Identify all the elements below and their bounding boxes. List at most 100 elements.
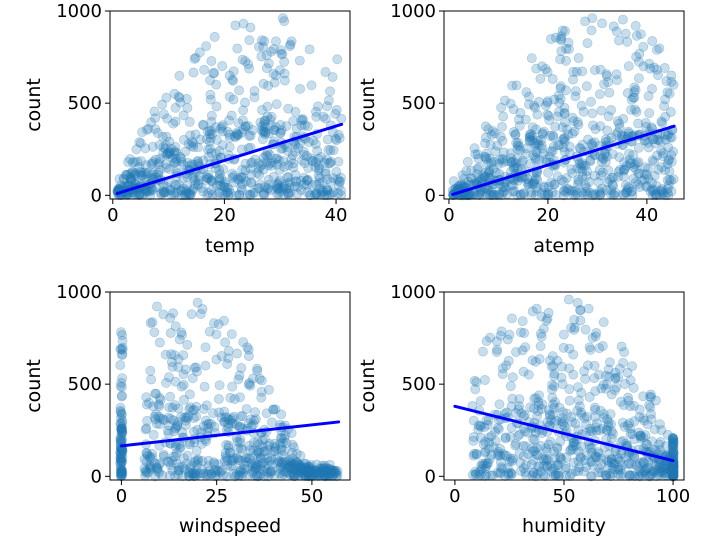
scatter-point	[206, 185, 217, 196]
scatter-point	[614, 35, 624, 46]
scatter-point	[262, 151, 273, 161]
scatter-point	[255, 117, 266, 128]
scatter-point	[649, 170, 660, 181]
scatter-point	[573, 395, 584, 406]
scatter-point	[123, 157, 134, 167]
scatter-point	[121, 170, 131, 180]
scatter-point	[193, 178, 204, 189]
scatter-point	[246, 177, 257, 188]
scatter-point	[214, 173, 224, 183]
scatter-point	[171, 187, 182, 198]
scatter-point	[186, 140, 197, 151]
scatter-point	[160, 187, 171, 197]
scatter-point	[656, 136, 666, 147]
scatter-point	[280, 430, 291, 441]
scatter-point	[244, 130, 254, 141]
scatter-point	[310, 139, 321, 149]
scatter-point	[524, 134, 535, 145]
scatter-point	[268, 171, 279, 182]
scatter-point	[524, 91, 534, 102]
scatter-point	[125, 172, 136, 183]
scatter-point	[142, 185, 153, 196]
scatter-point	[653, 70, 663, 81]
scatter-point	[505, 381, 516, 392]
scatter-point	[307, 180, 318, 190]
scatter-point	[174, 92, 185, 103]
scatter-point	[205, 143, 215, 154]
scatter-point	[561, 173, 572, 184]
scatter-point	[223, 442, 234, 453]
x-tick-label-temp-0: 0	[107, 205, 118, 226]
scatter-point	[258, 164, 269, 175]
scatter-point	[335, 176, 345, 187]
scatter-point	[250, 187, 260, 198]
scatter-point	[226, 110, 237, 121]
scatter-point	[563, 129, 574, 140]
scatter-point	[297, 114, 308, 124]
scatter-point	[161, 377, 171, 388]
scatter-point	[211, 134, 222, 145]
scatter-point	[296, 155, 307, 166]
scatter-point	[549, 179, 560, 190]
scatter-point	[515, 189, 526, 200]
scatter-point	[484, 165, 495, 175]
scatter-point	[141, 186, 152, 197]
scatter-point	[638, 61, 649, 72]
scatter-point	[252, 363, 262, 374]
scatter-point	[506, 468, 517, 479]
scatter-point	[169, 146, 180, 157]
scatter-point	[487, 190, 498, 201]
scatter-point	[481, 154, 491, 164]
scatter-point	[173, 465, 184, 476]
scatter-point	[121, 169, 132, 180]
scatter-point	[137, 127, 147, 138]
scatter-point	[568, 67, 579, 77]
scatter-point	[192, 155, 203, 166]
scatter-point	[479, 375, 490, 385]
scatter-point	[662, 187, 673, 198]
scatter-point	[481, 188, 492, 199]
scatter-point	[532, 109, 543, 120]
scatter-point	[511, 347, 521, 357]
scatter-point	[328, 173, 339, 183]
scatter-point	[562, 124, 572, 135]
scatter-point	[306, 80, 317, 91]
scatter-point	[596, 156, 607, 167]
scatter-point	[498, 111, 508, 122]
scatter-point	[559, 185, 570, 196]
scatter-point	[211, 180, 222, 191]
scatter-point	[162, 149, 173, 160]
scatter-point	[257, 121, 267, 131]
scatter-point	[235, 434, 246, 445]
scatter-point	[571, 185, 582, 196]
scatter-point	[263, 58, 274, 69]
scatter-point	[664, 174, 675, 185]
scatter-point	[147, 141, 158, 152]
scatter-point	[601, 184, 612, 195]
scatter-point	[531, 124, 541, 135]
scatter-point	[184, 404, 195, 415]
scatter-point	[284, 183, 294, 194]
scatter-point	[589, 373, 600, 383]
scatter-point	[453, 181, 464, 191]
scatter-point	[158, 142, 169, 152]
scatter-point	[664, 154, 674, 165]
scatter-point	[623, 182, 633, 192]
scatter-point	[129, 157, 140, 168]
scatter-point	[507, 80, 518, 91]
scatter-point	[165, 313, 176, 323]
scatter-point	[139, 167, 150, 178]
x-tick-label-windspeed-25: 25	[205, 486, 228, 507]
scatter-point	[550, 397, 560, 408]
scatter-point	[567, 112, 578, 123]
scatter-point	[332, 54, 343, 65]
scatter-point	[228, 75, 238, 86]
scatter-point	[160, 143, 171, 154]
scatter-point	[126, 175, 137, 186]
scatter-point	[635, 29, 646, 39]
scatter-point	[261, 50, 272, 61]
scatter-point	[624, 183, 634, 194]
scatter-point	[542, 67, 553, 77]
scatter-point	[192, 180, 203, 191]
scatter-point	[618, 14, 628, 25]
